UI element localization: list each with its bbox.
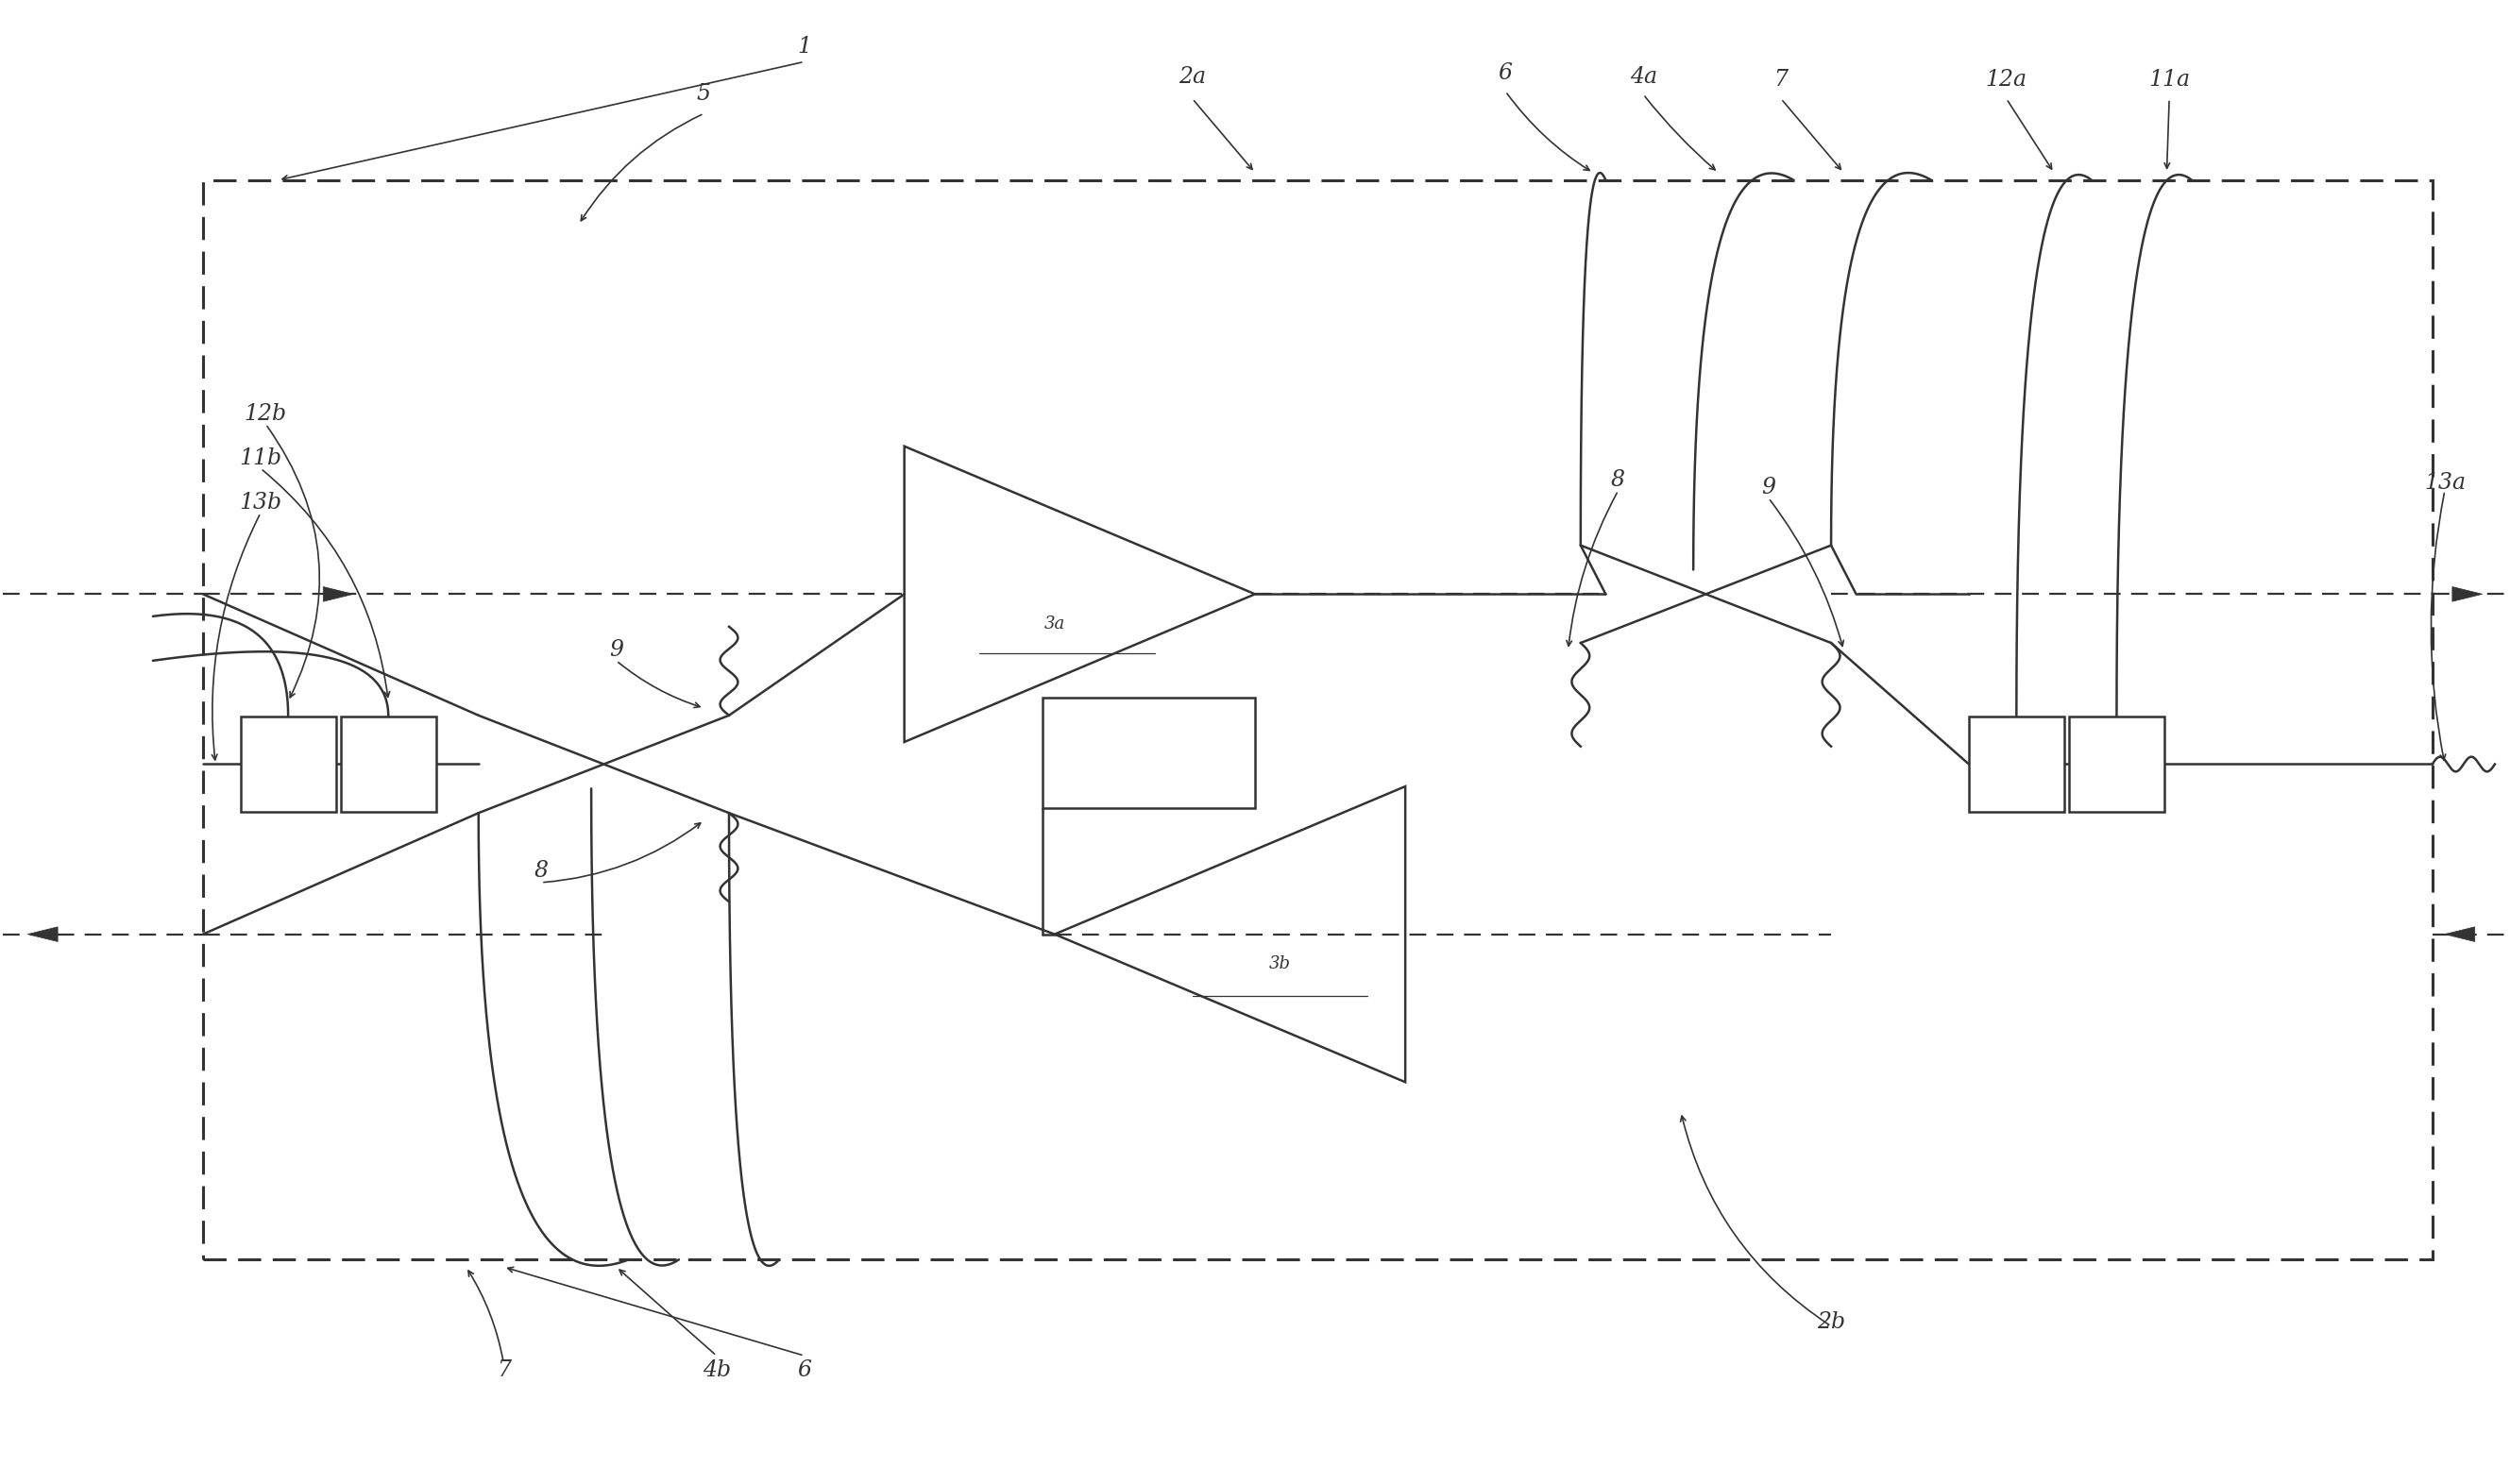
Text: 8: 8: [1611, 469, 1626, 491]
Text: 5: 5: [698, 83, 710, 105]
Text: 9: 9: [1762, 476, 1775, 499]
Polygon shape: [324, 586, 354, 601]
Text: 3b: 3b: [1270, 956, 1290, 972]
Bar: [241, 717, 336, 812]
Text: 11b: 11b: [238, 447, 281, 469]
Text: 4a: 4a: [1629, 65, 1657, 88]
Bar: [341, 717, 437, 812]
Text: 6: 6: [798, 1359, 811, 1382]
Bar: [1042, 697, 1255, 809]
Polygon shape: [28, 928, 58, 942]
Text: 7: 7: [497, 1359, 510, 1382]
Text: 4b: 4b: [703, 1359, 730, 1382]
Text: 7: 7: [1775, 68, 1787, 91]
Bar: [2068, 717, 2164, 812]
Polygon shape: [2445, 928, 2475, 942]
Text: 3a: 3a: [1044, 616, 1064, 632]
Text: 1: 1: [798, 36, 811, 58]
Text: 8: 8: [535, 859, 547, 881]
Text: 6: 6: [1498, 62, 1514, 85]
Text: 13b: 13b: [238, 491, 281, 513]
Text: 2a: 2a: [1180, 65, 1207, 88]
Text: 12b: 12b: [243, 402, 286, 424]
Text: 13a: 13a: [2425, 472, 2465, 494]
Polygon shape: [2452, 586, 2482, 601]
Text: 10: 10: [1137, 745, 1160, 761]
Bar: [1968, 717, 2063, 812]
Text: 12a: 12a: [1985, 68, 2028, 91]
Text: 9: 9: [610, 640, 622, 662]
Text: 2b: 2b: [1817, 1310, 1845, 1333]
Text: 11a: 11a: [2149, 68, 2191, 91]
